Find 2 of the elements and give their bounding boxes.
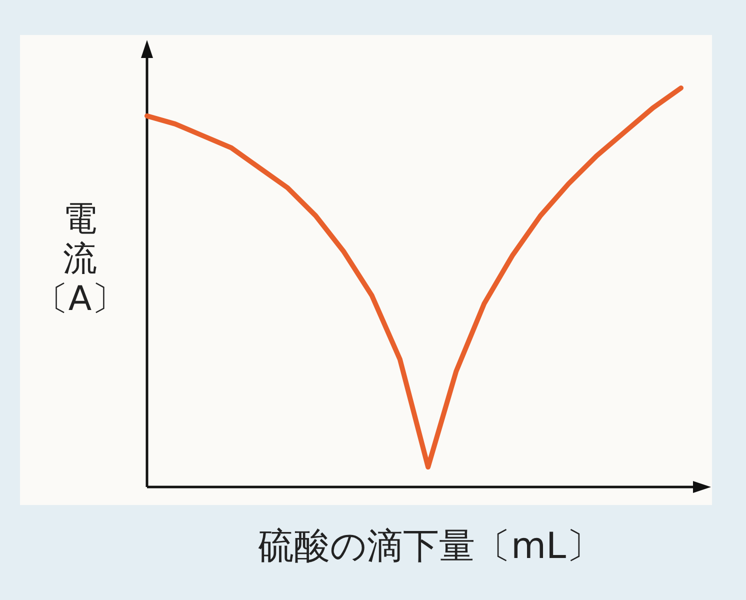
x-axis-title: 硫酸の滴下量〔mL〕 — [258, 526, 602, 567]
y-axis-title: 電流〔A〕 — [34, 199, 126, 319]
